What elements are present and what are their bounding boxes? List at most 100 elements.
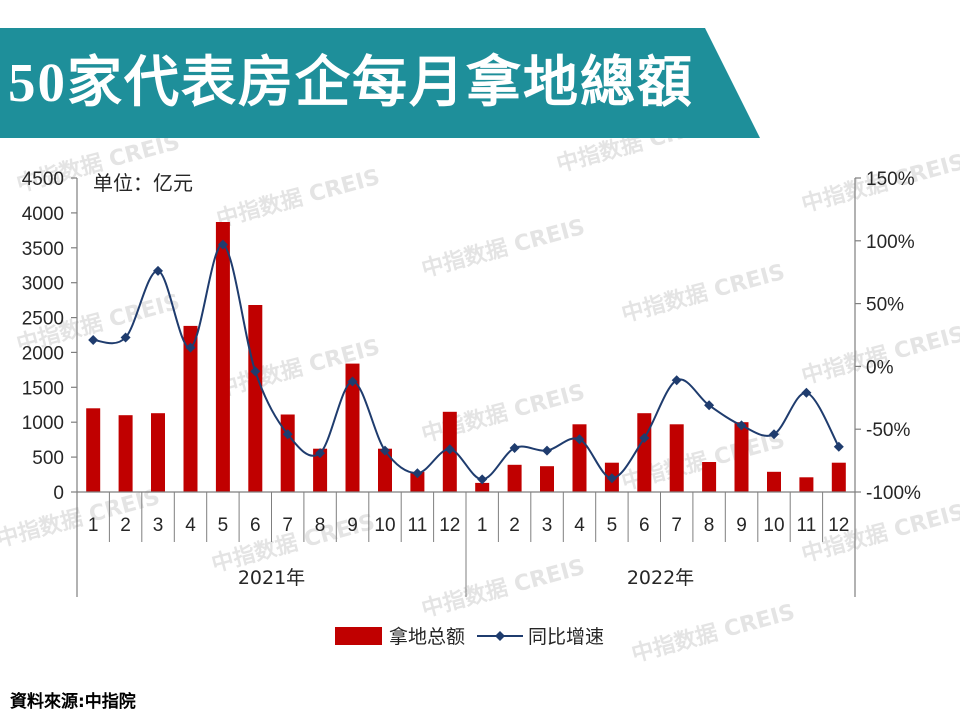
land-amount-bar	[637, 413, 652, 492]
right-axis-tick-label: 100%	[866, 232, 915, 253]
yoy-growth-point	[736, 420, 747, 431]
month-label: 11	[797, 515, 817, 536]
month-label: 1	[88, 515, 99, 536]
left-axis-tick-label: 1000	[22, 413, 64, 434]
month-label: 4	[574, 515, 585, 536]
land-amount-bar	[313, 448, 328, 492]
month-label: 12	[439, 515, 460, 536]
yoy-growth-point	[477, 474, 488, 485]
month-label: 9	[347, 515, 358, 536]
month-label: 3	[542, 515, 553, 536]
right-axis-tick-label: -100%	[866, 483, 921, 504]
yoy-growth-point	[185, 342, 196, 353]
month-label: 2	[509, 515, 520, 536]
watermark-text: 中指数据 CREIS	[629, 599, 798, 668]
left-axis-tick-label: 3000	[22, 274, 64, 295]
land-amount-bar	[183, 325, 198, 492]
month-label: 3	[153, 515, 164, 536]
land-amount-bar	[475, 482, 490, 492]
watermark-text: 中指数据 CREIS	[619, 259, 788, 328]
right-axis-tick-label: -50%	[866, 420, 910, 441]
yoy-growth-point	[704, 400, 715, 411]
month-label: 5	[218, 515, 229, 536]
yoy-growth-point	[217, 239, 228, 250]
month-label: 7	[282, 515, 293, 536]
left-axis-tick-label: 2000	[22, 343, 64, 364]
yoy-growth-point	[833, 441, 844, 452]
land-amount-bar	[507, 464, 522, 492]
yoy-growth-point	[574, 434, 585, 445]
legend: 拿地总额 同比增速	[335, 625, 604, 648]
land-amount-bar	[831, 462, 846, 492]
yoy-growth-point	[88, 335, 99, 345]
source-note: 資料來源:中指院	[10, 692, 136, 712]
month-label: 11	[408, 515, 428, 536]
unit-label: 单位：亿元	[93, 171, 193, 195]
title-banner: 50家代表房企每月拿地總額	[0, 28, 760, 138]
yoy-growth-point	[153, 265, 163, 276]
yoy-growth-point	[606, 473, 617, 484]
yoy-growth-point	[120, 332, 131, 343]
month-label: 6	[639, 515, 650, 536]
yoy-growth-point	[444, 444, 455, 455]
legend-bar-swatch	[335, 627, 382, 645]
watermark-text: 中指数据 CREIS	[419, 214, 588, 283]
month-label: 7	[671, 515, 682, 536]
month-label: 4	[185, 515, 196, 536]
land-amount-bar	[345, 363, 360, 492]
land-amount-bar	[248, 305, 263, 492]
yoy-growth-point	[380, 445, 390, 456]
yoy-growth-point	[412, 468, 423, 479]
land-amount-bar	[734, 422, 749, 492]
land-amount-bar	[118, 415, 133, 492]
watermark-text: 中指数据 CREIS	[214, 164, 383, 233]
yoy-growth-point	[347, 376, 358, 387]
land-amount-bar	[702, 462, 717, 492]
year-label: 2022年	[627, 567, 694, 589]
yoy-growth-point	[250, 366, 261, 377]
legend-bar-label: 拿地总额	[389, 625, 465, 648]
month-label: 8	[315, 515, 326, 536]
month-label: 6	[250, 515, 261, 536]
watermark-text: 中指数据 CREIS	[799, 321, 960, 390]
left-axis-tick-label: 500	[32, 448, 64, 469]
yoy-growth-point	[801, 387, 812, 398]
left-axis-tick-label: 3500	[22, 239, 64, 260]
land-amount-bar	[767, 471, 781, 492]
land-amount-bar	[151, 413, 165, 492]
land-amount-bar	[540, 466, 554, 492]
month-label: 9	[736, 515, 747, 536]
year-label: 2021年	[238, 567, 305, 589]
yoy-growth-point	[542, 445, 552, 456]
watermark-text: 中指数据 CREIS	[0, 484, 163, 553]
left-axis-tick-label: 0	[53, 483, 64, 504]
month-label: 12	[828, 515, 849, 536]
right-axis-tick-label: 150%	[866, 169, 915, 190]
yoy-growth-point	[769, 429, 779, 440]
land-amount-bar	[215, 222, 230, 492]
yoy-growth-point	[315, 448, 326, 459]
legend-line-marker	[495, 631, 505, 641]
left-axis-tick-label: 2500	[22, 309, 64, 330]
month-label: 5	[607, 515, 618, 536]
land-amount-bar	[669, 424, 684, 492]
land-amount-bar	[799, 477, 814, 492]
left-axis-tick-label: 4000	[22, 204, 64, 225]
land-amount-bar	[410, 471, 425, 492]
watermark-text: 中指数据 CREIS	[419, 554, 588, 623]
left-axis-tick-label: 4500	[22, 169, 64, 190]
right-axis-tick-label: 0%	[866, 357, 894, 378]
land-amount-bar	[378, 448, 392, 492]
month-label: 10	[374, 515, 395, 536]
month-label: 10	[763, 515, 784, 536]
left-axis-tick-label: 1500	[22, 378, 64, 399]
yoy-growth-point	[639, 433, 650, 443]
month-label: 8	[704, 515, 715, 536]
month-label: 2	[120, 515, 131, 536]
right-axis-tick-label: 50%	[866, 295, 904, 316]
yoy-growth-point	[671, 375, 682, 386]
month-label: 1	[477, 515, 488, 536]
page-title: 50家代表房企每月拿地總額	[8, 52, 695, 113]
land-amount-bar	[86, 408, 101, 492]
